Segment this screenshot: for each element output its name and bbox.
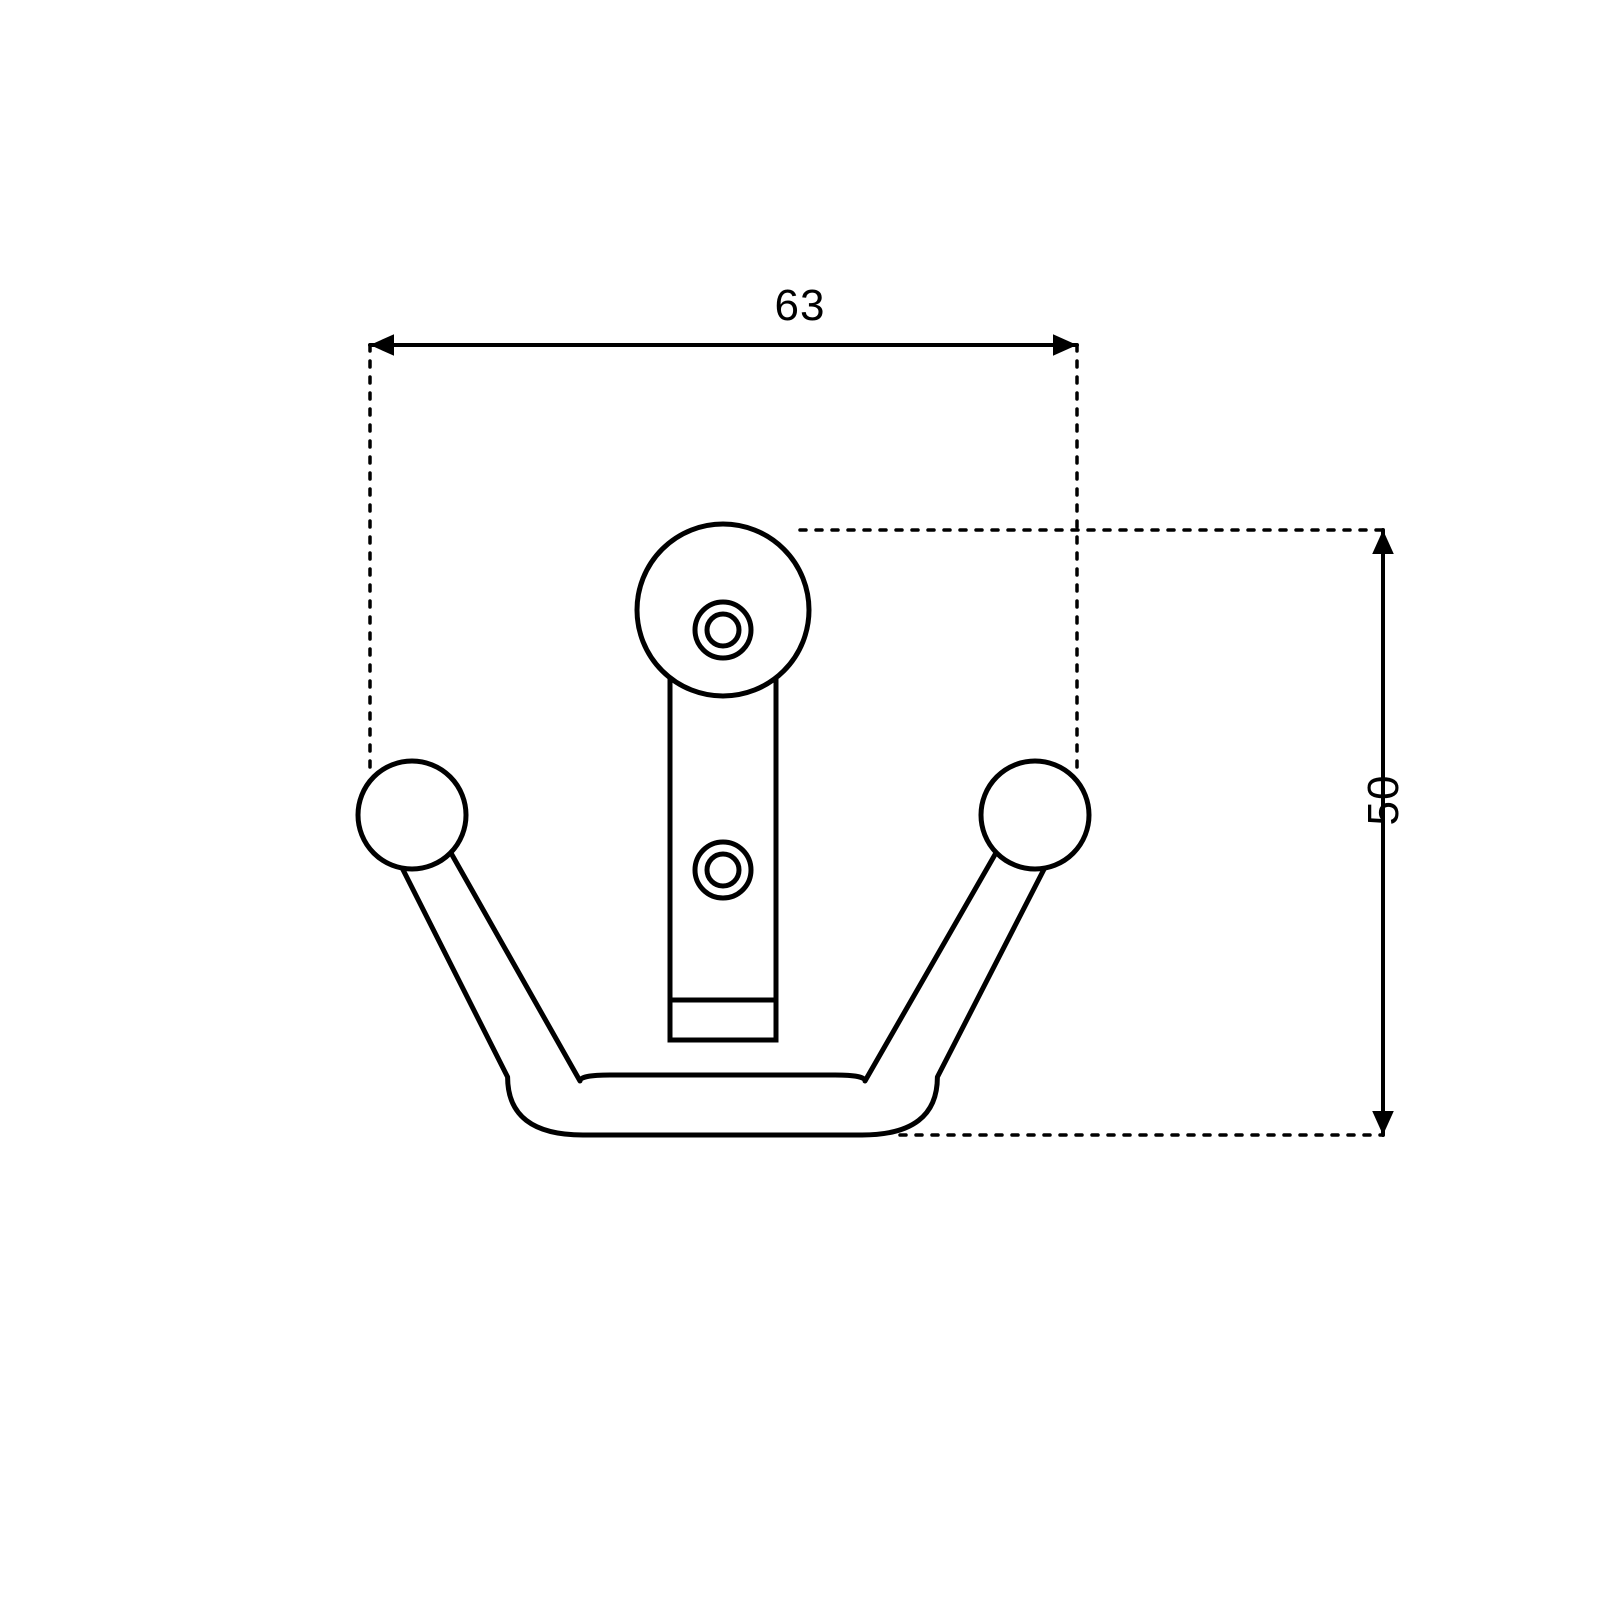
dimension-width-label: 63 bbox=[775, 281, 826, 330]
dimension-height-label: 50 bbox=[1359, 775, 1408, 826]
technical-drawing: 63 50 bbox=[0, 0, 1600, 1600]
